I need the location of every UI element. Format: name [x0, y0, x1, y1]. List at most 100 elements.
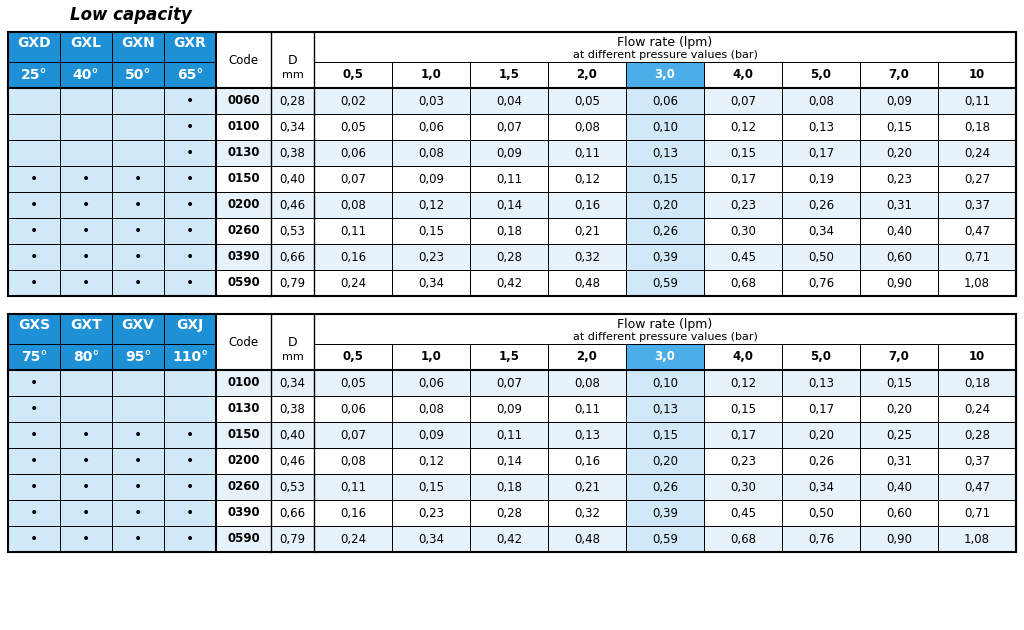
Text: 0,15: 0,15: [730, 147, 756, 159]
Text: 0,06: 0,06: [340, 147, 366, 159]
Text: 0,14: 0,14: [496, 198, 522, 212]
Bar: [860, 244, 938, 270]
Bar: [705, 370, 782, 396]
Text: 0,11: 0,11: [340, 481, 366, 493]
Bar: [8, 114, 60, 140]
Text: 65°: 65°: [177, 68, 203, 82]
Text: GXD: GXD: [17, 36, 51, 50]
Bar: [112, 370, 164, 396]
Text: 0,04: 0,04: [496, 94, 522, 108]
Bar: [392, 396, 470, 422]
Text: 0,10: 0,10: [652, 120, 678, 134]
Text: 0,06: 0,06: [418, 120, 444, 134]
Text: •: •: [82, 250, 90, 264]
Bar: [392, 344, 470, 370]
Text: 0,05: 0,05: [340, 120, 366, 134]
Bar: [548, 396, 626, 422]
Text: 0,21: 0,21: [573, 224, 600, 238]
Text: GXR: GXR: [173, 36, 207, 50]
Bar: [112, 270, 164, 296]
Text: •: •: [186, 224, 195, 238]
Bar: [8, 448, 60, 474]
Text: 0,15: 0,15: [652, 173, 678, 185]
Text: 0,06: 0,06: [340, 403, 366, 416]
Bar: [314, 192, 392, 218]
Bar: [8, 166, 60, 192]
Bar: [392, 474, 470, 500]
Text: 0,28: 0,28: [496, 251, 522, 263]
Bar: [314, 32, 1016, 62]
Bar: [112, 166, 164, 192]
Text: 0,08: 0,08: [418, 403, 444, 416]
Text: 0,13: 0,13: [652, 403, 678, 416]
Text: 0,53: 0,53: [280, 224, 305, 238]
Bar: [60, 166, 112, 192]
Bar: [112, 114, 164, 140]
Bar: [60, 32, 112, 62]
Text: GXV: GXV: [122, 318, 155, 332]
Bar: [626, 500, 705, 526]
Bar: [705, 140, 782, 166]
Text: •: •: [186, 94, 195, 108]
Text: •: •: [186, 172, 195, 186]
Bar: [860, 114, 938, 140]
Text: •: •: [30, 454, 38, 468]
Text: 1,5: 1,5: [499, 350, 519, 364]
Bar: [626, 62, 705, 88]
Bar: [548, 244, 626, 270]
Bar: [216, 314, 271, 370]
Bar: [470, 140, 548, 166]
Text: 7,0: 7,0: [889, 69, 909, 81]
Bar: [60, 270, 112, 296]
Bar: [938, 344, 1016, 370]
Bar: [548, 192, 626, 218]
Text: 0,46: 0,46: [280, 454, 305, 467]
Bar: [8, 314, 1016, 552]
Bar: [314, 500, 392, 526]
Text: 0,15: 0,15: [652, 428, 678, 442]
Text: 0,18: 0,18: [496, 224, 522, 238]
Bar: [626, 114, 705, 140]
Text: 0,27: 0,27: [964, 173, 990, 185]
Text: 0,15: 0,15: [730, 403, 756, 416]
Text: 110°: 110°: [172, 350, 208, 364]
Bar: [164, 370, 216, 396]
Text: 0,12: 0,12: [418, 454, 444, 467]
Bar: [8, 244, 60, 270]
Bar: [938, 500, 1016, 526]
Text: 0,13: 0,13: [808, 377, 834, 389]
Bar: [938, 140, 1016, 166]
Bar: [705, 500, 782, 526]
Text: 0390: 0390: [227, 507, 260, 520]
Text: 5,0: 5,0: [811, 350, 831, 364]
Bar: [470, 526, 548, 552]
Bar: [271, 218, 314, 244]
Text: 0,12: 0,12: [730, 120, 756, 134]
Text: 0,23: 0,23: [418, 507, 444, 520]
Text: 0,23: 0,23: [730, 454, 756, 467]
Bar: [164, 448, 216, 474]
Text: 0,23: 0,23: [886, 173, 912, 185]
Bar: [112, 192, 164, 218]
Text: 0,08: 0,08: [340, 198, 366, 212]
Bar: [271, 114, 314, 140]
Bar: [705, 62, 782, 88]
Bar: [705, 448, 782, 474]
Text: 50°: 50°: [125, 68, 152, 82]
Text: 0,02: 0,02: [340, 94, 366, 108]
Bar: [271, 448, 314, 474]
Text: •: •: [30, 224, 38, 238]
Text: Flow rate (lpm): Flow rate (lpm): [617, 36, 713, 49]
Bar: [626, 526, 705, 552]
Text: 0,14: 0,14: [496, 454, 522, 467]
Bar: [314, 370, 392, 396]
Bar: [470, 192, 548, 218]
Text: •: •: [186, 532, 195, 546]
Text: 0,11: 0,11: [964, 94, 990, 108]
Text: •: •: [134, 532, 142, 546]
Bar: [271, 314, 314, 370]
Bar: [271, 422, 314, 448]
Bar: [626, 370, 705, 396]
Bar: [112, 500, 164, 526]
Bar: [705, 270, 782, 296]
